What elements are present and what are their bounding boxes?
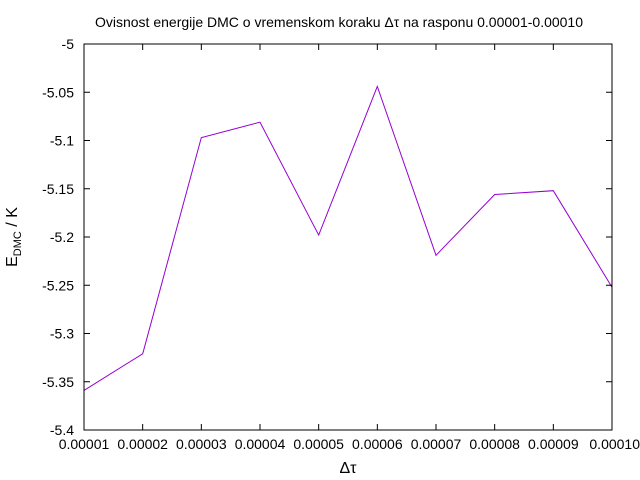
series-line-0	[83, 85, 613, 391]
x-tick-label: 0.00007	[411, 436, 462, 452]
x-axis-label: Δτ	[339, 460, 357, 477]
y-tick-label: -5.05	[42, 84, 74, 100]
y-tick-label: -5.3	[50, 326, 74, 342]
y-tick-label: -5.4	[50, 422, 74, 438]
x-tick-label: 0.00006	[352, 436, 403, 452]
y-tick-label: -5.2	[50, 229, 74, 245]
x-tick-label: 0.00005	[293, 436, 344, 452]
x-tick-label: 0.00010	[589, 436, 640, 452]
y-axis-label-subscript: DMC	[12, 231, 24, 256]
y-tick-label: -5.15	[42, 181, 74, 197]
y-axis-label-suffix: / K	[4, 207, 21, 231]
y-axis-label-main: E	[4, 256, 21, 267]
x-tick-label: 0.00004	[235, 436, 286, 452]
chart-title: Ovisnost energije DMC o vremenskom korak…	[95, 14, 583, 30]
plot-frame	[83, 43, 613, 431]
y-tick-label: -5.25	[42, 277, 74, 293]
x-tick-label: 0.00002	[117, 436, 168, 452]
plot-area	[83, 85, 613, 391]
x-tick-label: 0.00003	[176, 436, 227, 452]
x-tick-label: 0.00008	[469, 436, 520, 452]
y-axis-label: EDMC / K	[4, 207, 24, 267]
y-tick-label: -5.35	[42, 374, 74, 390]
x-tick-label: 0.00009	[528, 436, 579, 452]
y-axis-ticks: -5.4 -5.35 -5.3 -5.25 -5.2 -5.15 -5.1 -5.05 -5	[42, 36, 612, 438]
x-tick-label: 0.00001	[59, 436, 110, 452]
x-axis-ticks: 0.00001 0.00002 0.00003 0.00004 0.00005 0.000…	[59, 44, 640, 452]
y-tick-label: -5	[62, 36, 75, 52]
y-tick-label: -5.1	[50, 133, 74, 149]
